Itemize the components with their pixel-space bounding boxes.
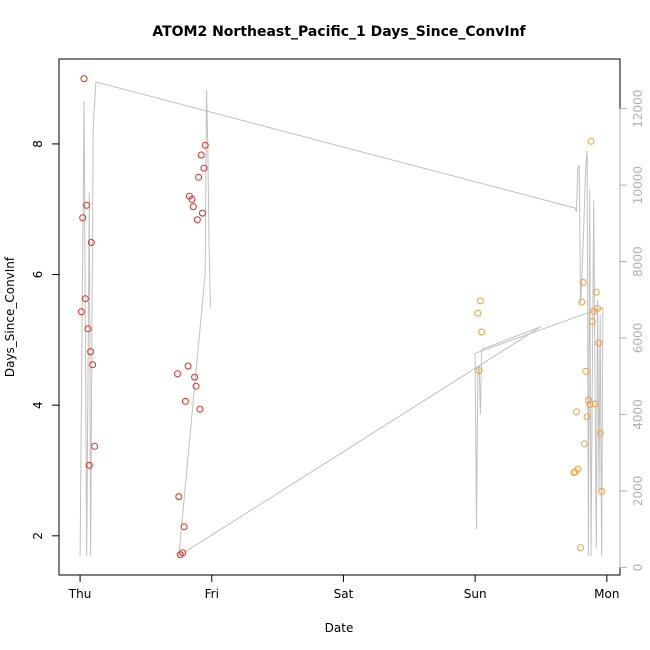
series-1-point xyxy=(179,549,187,557)
series-2-point xyxy=(595,339,603,347)
series-1-point xyxy=(80,75,88,83)
series-1-point xyxy=(199,209,206,217)
series-2-point xyxy=(474,309,482,317)
series-2-point xyxy=(475,367,483,375)
series-2-point xyxy=(580,440,588,448)
y-axis-right: 0 2000 4000 6000 8000 10000 12000 xyxy=(619,90,645,572)
series-1-point xyxy=(175,493,183,501)
series-1-point xyxy=(87,348,95,356)
series-2-point xyxy=(478,328,486,336)
series-2-point xyxy=(582,367,590,375)
series-2-point xyxy=(583,413,591,421)
y-tick-label: 2 xyxy=(31,532,45,540)
y2-tick-label: 12000 xyxy=(631,90,645,128)
series-1-point xyxy=(81,295,89,303)
series-1-point xyxy=(85,461,93,469)
series-1-point xyxy=(200,164,208,172)
series-1-point xyxy=(89,361,97,369)
plot-area xyxy=(58,58,621,576)
series-2-point xyxy=(579,278,587,286)
series-1-point xyxy=(184,362,192,370)
points-layer xyxy=(77,75,606,559)
y2-tick-label: 0 xyxy=(631,564,645,572)
series-2-point xyxy=(578,298,586,306)
x-axis-label: Date xyxy=(325,621,354,635)
series-1-point xyxy=(191,373,199,381)
series-1-point xyxy=(188,195,196,203)
x-tick-label: Thu xyxy=(68,587,92,601)
chart-title: ATOM2 Northeast_Pacific_1 Days_Since_Con… xyxy=(152,24,526,40)
series-1-point xyxy=(77,308,85,316)
series-2-point xyxy=(591,400,599,408)
y-tick-label: 6 xyxy=(31,271,45,279)
series-1-point xyxy=(189,203,197,211)
secondary-series-line xyxy=(79,81,604,557)
series-1-point xyxy=(87,239,95,246)
y-tick-label: 4 xyxy=(31,401,45,409)
series-2-point xyxy=(577,544,584,552)
series-1-point xyxy=(195,173,203,181)
series-2-point xyxy=(573,408,580,416)
series-1-point xyxy=(192,382,200,390)
series-2-point xyxy=(574,465,582,473)
series-2-point xyxy=(598,487,606,495)
y2-tick-label: 4000 xyxy=(631,399,645,430)
x-tick-label: Sat xyxy=(334,587,354,601)
series-1-point xyxy=(197,151,205,159)
series-2-point xyxy=(586,401,594,408)
y2-tick-label: 8000 xyxy=(631,246,645,277)
series-1-point xyxy=(181,397,189,405)
y2-tick-label: 2000 xyxy=(631,476,645,507)
x-tick-label: Fri xyxy=(205,587,219,601)
x-tick-label: Sun xyxy=(464,587,487,601)
series-2-point xyxy=(588,318,596,326)
series-1-point xyxy=(201,141,209,149)
secondary-line-layer xyxy=(79,81,604,557)
series-1-point xyxy=(84,325,92,333)
series-1-point xyxy=(83,201,91,209)
series-2-point xyxy=(584,396,592,404)
series-1-point xyxy=(79,214,87,222)
y2-tick-label: 6000 xyxy=(631,323,645,354)
x-axis: Thu Fri Sat Sun Mon xyxy=(68,574,619,601)
y-tick-label: 8 xyxy=(31,140,45,148)
x-tick-label: Mon xyxy=(594,587,619,601)
series-1-point xyxy=(174,370,181,378)
series-1-point xyxy=(180,523,188,531)
y-axis-left: 2 4 6 8 xyxy=(31,140,60,540)
series-2-point xyxy=(596,429,604,437)
series-1-point xyxy=(193,216,201,224)
y-axis-label: Days_Since_ConvInf xyxy=(3,256,17,377)
series-2-point xyxy=(587,137,595,145)
series-1-point xyxy=(91,442,99,450)
series-2-point xyxy=(594,305,602,312)
series-2-point xyxy=(592,288,600,296)
y2-tick-label: 10000 xyxy=(631,166,645,204)
series-2-point xyxy=(476,297,484,305)
series-1-point xyxy=(196,405,204,413)
